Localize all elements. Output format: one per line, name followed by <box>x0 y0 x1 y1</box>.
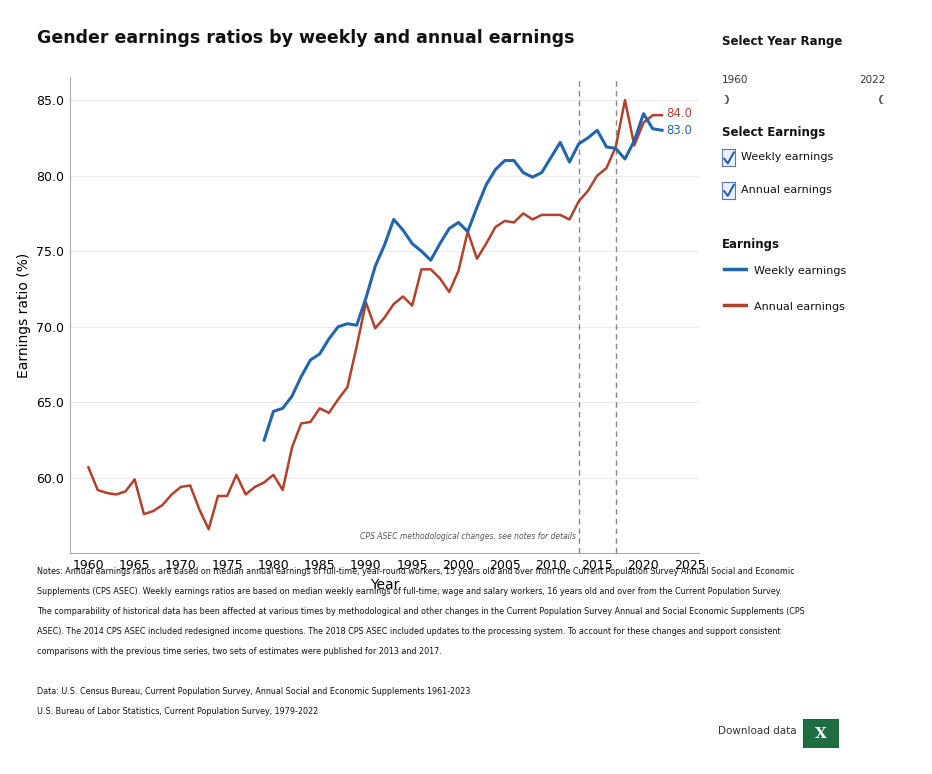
Text: 1960: 1960 <box>722 75 748 85</box>
Text: Supplements (CPS ASEC). Weekly earnings ratios are based on median weekly earnin: Supplements (CPS ASEC). Weekly earnings … <box>37 587 782 596</box>
Text: The comparability of historical data has been affected at various times by metho: The comparability of historical data has… <box>37 607 805 616</box>
FancyBboxPatch shape <box>803 719 839 748</box>
X-axis label: Year: Year <box>370 577 399 591</box>
Text: Annual earnings: Annual earnings <box>754 302 845 311</box>
Text: Gender earnings ratios by weekly and annual earnings: Gender earnings ratios by weekly and ann… <box>37 29 575 47</box>
Text: X: X <box>816 727 827 741</box>
Text: Notes: Annual earnings ratios are based on median annual earnings of full-time, : Notes: Annual earnings ratios are based … <box>37 567 795 576</box>
Text: Earnings: Earnings <box>722 238 780 251</box>
Text: Annual earnings: Annual earnings <box>741 185 832 194</box>
Text: Weekly earnings: Weekly earnings <box>754 266 846 276</box>
Text: Data: U.S. Census Bureau, Current Population Survey, Annual Social and Economic : Data: U.S. Census Bureau, Current Popula… <box>37 687 471 697</box>
Text: CPS ASEC methodological changes, see notes for details: CPS ASEC methodological changes, see not… <box>360 533 576 541</box>
Text: Download data: Download data <box>719 727 797 736</box>
Text: 84.0: 84.0 <box>666 107 692 120</box>
Text: U.S. Bureau of Labor Statistics, Current Population Survey, 1979-2022: U.S. Bureau of Labor Statistics, Current… <box>37 707 319 717</box>
Y-axis label: Earnings ratio (%): Earnings ratio (%) <box>17 253 31 378</box>
Text: Select Earnings: Select Earnings <box>722 126 826 139</box>
Text: ASEC). The 2014 CPS ASEC included redesigned income questions. The 2018 CPS ASEC: ASEC). The 2014 CPS ASEC included redesi… <box>37 627 781 636</box>
Text: 83.0: 83.0 <box>666 124 692 137</box>
Text: comparisons with the previous time series, two sets of estimates were published : comparisons with the previous time serie… <box>37 647 442 656</box>
Text: Weekly earnings: Weekly earnings <box>741 152 833 162</box>
Text: Select Year Range: Select Year Range <box>722 35 843 48</box>
Text: 2022: 2022 <box>859 75 885 85</box>
